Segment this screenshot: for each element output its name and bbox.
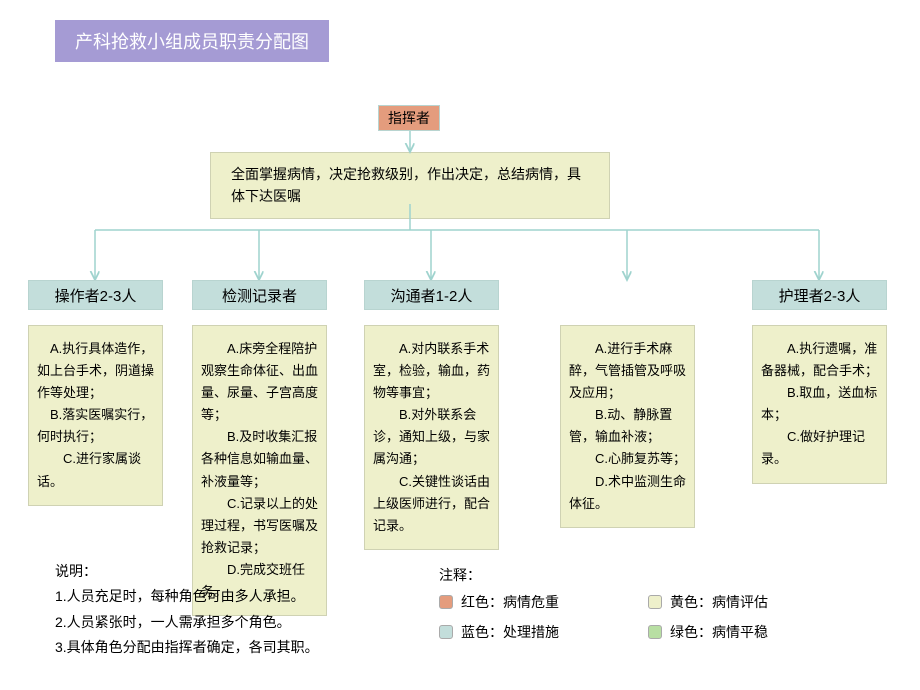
legend-item: 红色：病情危重 — [439, 592, 559, 612]
legend-swatch — [648, 625, 662, 639]
legend-item: 黄色：病情评估 — [648, 592, 768, 612]
notes-item: 3.具体角色分配由指挥者确定，各司其职。 — [55, 635, 319, 660]
role-header: 护理者2-3人 — [752, 280, 887, 310]
notes-section: 说明： 1.人员充足时，每种角色可由多人承担。 2.人员紧张时，一人需承担多个角… — [55, 559, 319, 660]
role-content: A.执行具体造作，如上台手术，阴道操作等处理； B.落实医嘱实行，何时执行； C… — [28, 325, 163, 506]
summary-node: 全面掌握病情，决定抢救级别，作出决定，总结病情，具体下达医嘱 — [210, 152, 610, 219]
legend-swatch — [439, 625, 453, 639]
notes-item: 1.人员充足时，每种角色可由多人承担。 — [55, 584, 319, 609]
role-content: A.对内联系手术室，检验，输血，药物等事宜； B.对外联系会诊，通知上级，与家属… — [364, 325, 499, 550]
role-content: A.进行手术麻醉，气管插管及呼吸及应用； B.动、静脉置管，输血补液； C.心肺… — [560, 325, 695, 528]
notes-title: 说明： — [55, 559, 319, 584]
legend-swatch — [648, 595, 662, 609]
notes-item: 2.人员紧张时，一人需承担多个角色。 — [55, 610, 319, 635]
role-content: A.执行遗嘱，准备器械，配合手术； B.取血，送血标本； C.做好护理记录。 — [752, 325, 887, 484]
role-header: 检测记录者 — [192, 280, 327, 310]
legend-item: 绿色：病情平稳 — [648, 622, 768, 642]
legend-swatch — [439, 595, 453, 609]
legend-text: 红色：病情危重 — [461, 592, 559, 612]
legend-text: 蓝色：处理措施 — [461, 622, 559, 642]
legend-item: 蓝色：处理措施 — [439, 622, 559, 642]
commander-node: 指挥者 — [378, 105, 440, 131]
role-header: 沟通者1-2人 — [364, 280, 499, 310]
role-header: 操作者2-3人 — [28, 280, 163, 310]
legend-title: 注释： — [439, 565, 481, 585]
legend-text: 黄色：病情评估 — [670, 592, 768, 612]
page-title: 产科抢救小组成员职责分配图 — [55, 20, 329, 62]
legend-text: 绿色：病情平稳 — [670, 622, 768, 642]
